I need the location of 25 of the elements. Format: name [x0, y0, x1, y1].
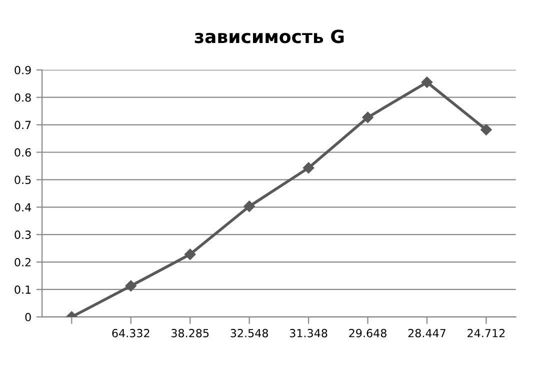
- x-tick-label: 31.348: [290, 328, 328, 338]
- y-tick-label: 0.1: [14, 285, 31, 294]
- point: [480, 124, 492, 136]
- y-tick-label: 0.4: [14, 203, 32, 212]
- y-tick-label: 0: [25, 312, 31, 322]
- point: [421, 76, 433, 88]
- point: [362, 112, 374, 124]
- x-tick-label: 29.648: [349, 328, 386, 338]
- y-tick-label: 0.9: [14, 66, 31, 74]
- chart-title: зависимость G: [194, 30, 344, 44]
- point: [244, 200, 255, 212]
- point: [184, 248, 196, 260]
- y-tick-label: 0.3: [14, 230, 31, 239]
- x-tick-label: 38.285: [172, 328, 209, 338]
- point: [302, 162, 314, 174]
- x-tick-label: 64.332: [112, 328, 150, 338]
- y-tick-label: 0.6: [14, 148, 31, 157]
- point: [125, 280, 136, 292]
- y-tick-label: 0.5: [14, 176, 31, 184]
- y-tick-label: 0.8: [14, 93, 31, 102]
- y-tick-label: 0.7: [14, 120, 31, 130]
- x-tick-label: 24.712: [468, 328, 505, 338]
- x-tick-label: 32.548: [230, 328, 268, 338]
- y-tick-label: 0.2: [14, 258, 31, 266]
- x-tick-label: 28.447: [408, 328, 446, 338]
